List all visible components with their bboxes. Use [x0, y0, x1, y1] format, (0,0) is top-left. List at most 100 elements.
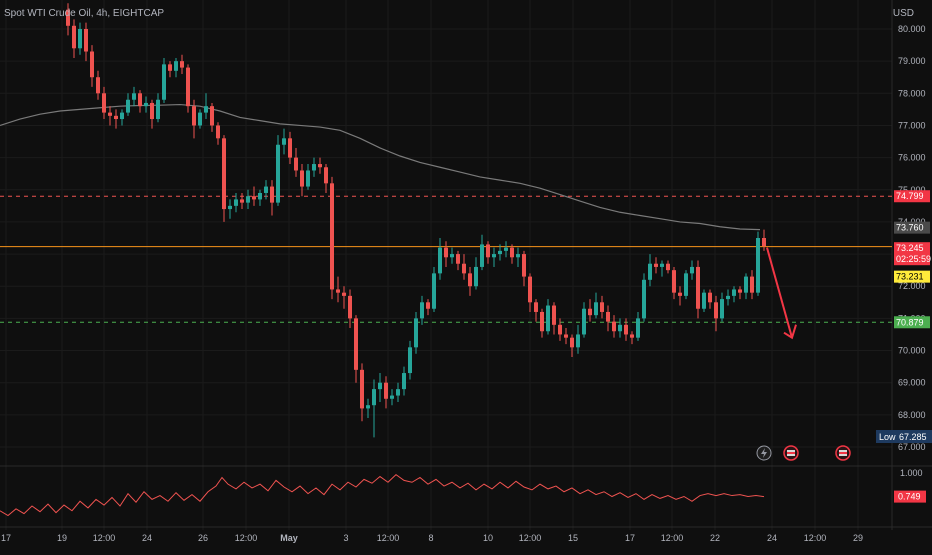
x-tick-label: May	[280, 533, 298, 543]
candle-body	[90, 51, 94, 78]
x-tick-label: 22	[710, 533, 720, 543]
x-tick-label: 29	[853, 533, 863, 543]
candle-body	[732, 289, 736, 296]
x-tick-label: 24	[142, 533, 152, 543]
x-tick-label: 17	[1, 533, 11, 543]
candle-body	[636, 318, 640, 338]
price-label-countdown: 02:25:59	[896, 254, 931, 264]
candle-body	[546, 305, 550, 332]
candle-body	[456, 254, 460, 264]
candle-body	[144, 102, 148, 107]
candle-body	[120, 112, 124, 120]
x-tick-label: 17	[625, 533, 635, 543]
price-label-orange-level: 73.231	[896, 272, 924, 282]
flag-stripe	[839, 452, 847, 454]
candle-body	[570, 337, 574, 348]
candle-body	[576, 334, 580, 348]
candle-body	[378, 382, 382, 390]
candle-body	[468, 273, 472, 287]
candle-body	[396, 389, 400, 396]
candle-body	[114, 115, 118, 120]
x-tick-label: 19	[57, 533, 67, 543]
candle-body	[528, 276, 532, 303]
x-tick-label: 3	[343, 533, 348, 543]
price-label-red-dashed-level: 74.799	[896, 191, 924, 201]
candle-body	[438, 247, 442, 274]
candle-body	[498, 250, 502, 255]
candle-body	[156, 99, 160, 120]
candle-body	[762, 238, 766, 247]
candle-body	[108, 112, 112, 116]
price-label-green-dashed-level: 70.879	[896, 317, 924, 327]
candle-body	[552, 305, 556, 325]
candle-body	[750, 276, 754, 293]
price-label-box-orange-level	[894, 270, 930, 283]
candle-body	[474, 266, 478, 287]
candle-body	[450, 254, 454, 258]
candle-body	[330, 183, 334, 290]
candle-body	[618, 324, 622, 332]
candle-body	[246, 196, 250, 203]
x-tick-label: 12:00	[377, 533, 400, 543]
candle-body	[282, 138, 286, 145]
symbol-legend[interactable]: Spot WTI Crude Oil, 4h, EIGHTCAP	[4, 8, 165, 19]
candle-body	[324, 167, 328, 184]
x-tick-label: 26	[198, 533, 208, 543]
candle-body	[84, 29, 88, 52]
x-tick-label: 12:00	[661, 533, 684, 543]
candle-body	[420, 302, 424, 319]
candle-body	[252, 196, 256, 200]
candle-body	[714, 302, 718, 319]
arrow-head	[783, 324, 797, 340]
x-tick-label: 12:00	[93, 533, 116, 543]
candle-body	[354, 318, 358, 370]
price-label-box-countdown	[894, 253, 930, 266]
candle-body	[288, 138, 292, 158]
price-label-last-price: 73.245	[896, 243, 924, 253]
price-label-box-green-dashed-level	[894, 316, 930, 329]
candle-body	[78, 29, 82, 49]
y-tick-label: 78.000	[898, 88, 926, 98]
candle-body	[360, 369, 364, 409]
candle-body	[312, 164, 316, 171]
candle-body	[270, 186, 274, 203]
candle-body	[276, 144, 280, 203]
y-tick-label: 76.000	[898, 153, 926, 163]
candle-body	[720, 299, 724, 319]
candle-body	[132, 93, 136, 100]
candle-body	[240, 199, 244, 203]
candle-body	[630, 334, 634, 338]
indicator-y-tick: 1.000	[900, 468, 923, 478]
candle-body	[366, 405, 370, 409]
candle-body	[684, 273, 688, 296]
candle-body	[162, 64, 166, 100]
candle-body	[756, 238, 760, 293]
candle-body	[504, 247, 508, 251]
candle-body	[336, 289, 340, 293]
lightning-glyph	[761, 448, 767, 458]
price-label-box-red-dashed-level	[894, 190, 930, 203]
candle-body	[510, 247, 514, 258]
price-label-box-last-price	[894, 242, 930, 255]
y-tick-label: 72.000	[898, 281, 926, 291]
candle-body	[210, 106, 214, 126]
candle-body	[216, 125, 220, 139]
y-tick-label: 68.000	[898, 410, 926, 420]
candle-body	[744, 276, 748, 293]
candle-body	[126, 99, 130, 113]
low-label-value: 67.285	[899, 432, 927, 442]
candle-body	[300, 170, 304, 187]
candle-body	[708, 292, 712, 303]
y-tick-label: 79.000	[898, 56, 926, 66]
indicator-last-value: 0.749	[898, 492, 921, 502]
y-tick-label: 80.000	[898, 24, 926, 34]
candle-body	[264, 186, 268, 193]
x-tick-label: 12:00	[235, 533, 258, 543]
candle-body	[180, 61, 184, 68]
candle-body	[390, 395, 394, 399]
x-tick-label: 8	[428, 533, 433, 543]
candle-body	[384, 382, 388, 399]
